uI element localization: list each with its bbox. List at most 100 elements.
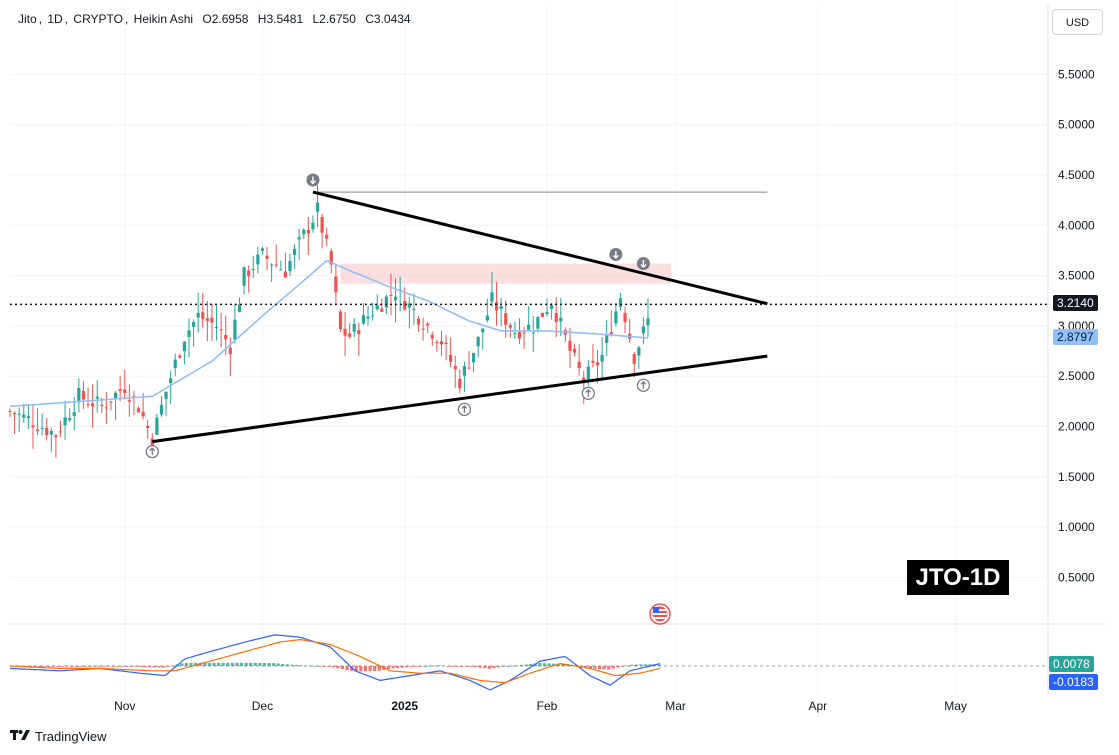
candle-body <box>527 324 531 330</box>
footer: TradingView <box>10 729 107 744</box>
macd-histogram-bar <box>593 666 597 669</box>
arrow-up-circle-icon[interactable] <box>145 444 159 459</box>
candle-body <box>494 302 499 311</box>
candle-body <box>68 418 72 421</box>
y-tick-label: 5.5000 <box>1058 67 1095 81</box>
macd-histogram-bar <box>138 666 143 667</box>
macd-histogram-bar <box>373 666 377 671</box>
us-flag-event-icon[interactable] <box>649 603 671 625</box>
candle-body <box>136 408 141 413</box>
candle-body <box>513 333 517 335</box>
candle-body <box>407 303 411 308</box>
macd-histogram-bar <box>639 664 643 666</box>
macd-histogram-bar <box>607 666 611 670</box>
macd-histogram-bar <box>506 665 510 667</box>
candle-body <box>173 359 177 368</box>
candle-body <box>366 316 370 319</box>
candle-body <box>292 248 297 255</box>
arrow-down-circle-icon[interactable] <box>306 173 320 187</box>
y-tick-label: 2.5000 <box>1058 369 1095 383</box>
candle-body <box>256 254 260 265</box>
macd-histogram-bar <box>253 662 257 666</box>
macd-histogram-bar <box>451 666 455 667</box>
y-tick-label: 1.5000 <box>1058 470 1095 484</box>
candle-body <box>471 352 476 363</box>
macd-histogram-bar <box>441 665 446 667</box>
macd-histogram-bar <box>47 666 51 667</box>
macd-histogram-bar <box>377 666 381 671</box>
candle-body <box>228 347 232 355</box>
macd-histogram-bar <box>496 666 501 668</box>
arrow-up-circle-icon[interactable] <box>581 386 595 400</box>
candle-body <box>205 318 209 321</box>
macd-histogram-bar <box>542 663 547 666</box>
macd-histogram-bar <box>249 662 253 666</box>
candle-body <box>164 391 168 399</box>
candle-body <box>348 333 352 337</box>
candle-body <box>150 438 154 447</box>
macd-histogram-bar <box>473 666 478 668</box>
macd-histogram-bar <box>634 664 638 666</box>
candle-body <box>132 396 136 398</box>
macd-histogram-bar <box>83 666 88 667</box>
candle-body <box>416 318 421 325</box>
macd-histogram-bar <box>290 664 294 666</box>
macd-histogram-bar <box>230 662 234 666</box>
macd-histogram-bar <box>460 666 464 667</box>
x-tick-label: 2025 <box>391 699 418 713</box>
macd-histogram-bar <box>602 666 606 670</box>
macd-histogram-bar <box>37 666 42 667</box>
lower-trendline[interactable] <box>152 354 768 444</box>
tradingview-brand: TradingView <box>35 729 107 744</box>
macd-histogram-bar <box>267 663 271 666</box>
macd-histogram-bar <box>561 663 565 666</box>
currency-button[interactable]: USD <box>1052 9 1103 35</box>
candle-body <box>12 412 17 415</box>
candle-body <box>81 391 86 400</box>
upper-trendline[interactable] <box>312 190 768 306</box>
macd-histogram-bar <box>212 662 216 666</box>
legend-low: L2.6750 <box>312 12 356 26</box>
macd-histogram-bar <box>510 665 514 667</box>
macd-histogram-bar <box>299 665 303 667</box>
candle-body <box>325 234 329 239</box>
arrow-down-circle-icon[interactable] <box>609 247 623 261</box>
macd-histogram-bar <box>134 666 138 667</box>
macd-histogram-bar <box>584 666 588 668</box>
macd-histogram-bar <box>262 663 267 666</box>
macd-histogram-bar <box>331 666 335 668</box>
macd-histogram-bar <box>226 662 230 666</box>
arrow-down-circle-icon[interactable] <box>636 257 650 271</box>
candle-body <box>632 354 636 364</box>
candle-body <box>233 319 237 340</box>
macd-histogram-bar <box>115 666 120 667</box>
macd-histogram-bar <box>547 663 551 666</box>
macd-histogram-bar <box>317 666 322 667</box>
candle-body <box>113 392 118 399</box>
arrow-up-circle-icon[interactable] <box>457 402 472 417</box>
macd-histogram-bar <box>405 666 409 668</box>
candle-body <box>540 312 545 318</box>
macd-histogram-bar <box>157 666 161 668</box>
macd-histogram-bar <box>620 666 625 667</box>
resistance-zone[interactable] <box>340 263 671 284</box>
macd-histogram-bar <box>322 666 326 667</box>
macd-histogram-bar <box>216 662 221 666</box>
candle-body <box>251 269 255 271</box>
candle-body <box>646 318 650 326</box>
macd-histogram-bar <box>207 662 211 666</box>
candle-body <box>118 388 122 392</box>
candle-body <box>159 404 164 415</box>
x-tick-label: May <box>944 699 967 713</box>
candle-body <box>63 417 67 426</box>
candle-body <box>435 342 439 344</box>
arrow-up-circle-icon[interactable] <box>636 378 651 392</box>
candle-body <box>109 401 113 403</box>
macd-histogram-bar <box>189 662 193 666</box>
macd-histogram-bar <box>446 666 450 667</box>
macd-histogram-bar <box>33 666 37 667</box>
candle-body <box>95 396 99 399</box>
macd-histogram-bar <box>464 666 469 667</box>
candle-body <box>320 216 324 233</box>
